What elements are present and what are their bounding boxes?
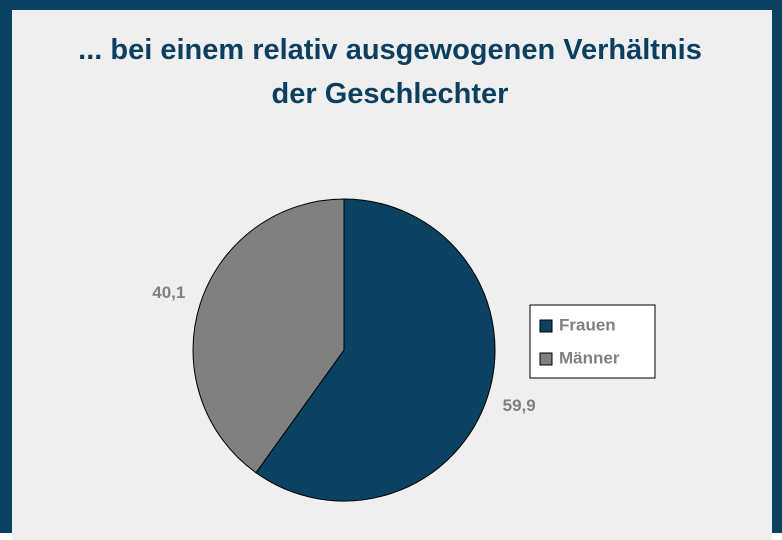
data-label: 59,9 — [503, 396, 536, 415]
chart-title: ... bei einem relativ ausgewogenen Verhä… — [78, 34, 702, 110]
legend-label: Frauen — [559, 315, 616, 334]
legend-swatch — [539, 319, 553, 333]
pie-slice — [192, 198, 345, 474]
pie-slice — [255, 198, 496, 502]
data-label: 40,1 — [152, 283, 185, 302]
legend-box — [529, 304, 656, 379]
legend-label: Männer — [559, 348, 620, 367]
legend-swatch — [539, 352, 553, 366]
